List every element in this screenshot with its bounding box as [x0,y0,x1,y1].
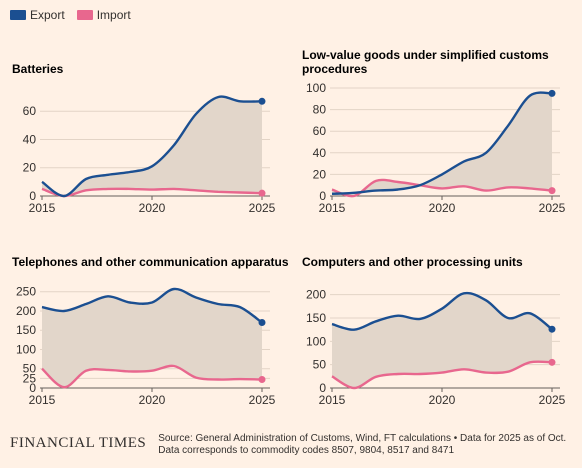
y-tick-label-50: 50 [23,362,37,376]
chart-panel-low-value-goods: 0 20 40 60 80 100 2015 2020 2025 [306,81,566,215]
line-import [41,364,263,389]
x-tick-label-2020: 2020 [429,393,456,407]
line-import [331,178,553,198]
point-import-last [548,358,556,366]
legend-item-import: Import [76,8,131,22]
point-export-last [548,89,556,97]
y-tick-label-60: 60 [23,104,37,118]
point-export-last [258,97,266,105]
line-import [41,187,263,198]
y-tick-label-60: 60 [313,124,327,138]
point-import-last [548,187,556,195]
y-tick-label-100: 100 [306,81,326,95]
legend-swatch-export [10,10,26,20]
point-export-last [548,325,556,333]
y-tick-label-0: 0 [29,189,36,203]
source-note: Source: General Administration of Custom… [158,433,567,456]
point-import-last [258,376,266,384]
x-tick-label-2015: 2015 [29,201,56,215]
legend-item-export: Export [10,8,65,22]
y-tick-label-150: 150 [306,311,326,325]
chart-title-low-value-goods: Low-value goods under simplified customs… [302,48,549,76]
area-between-series [332,92,552,197]
legend-label-import: Import [96,8,131,22]
legend-label-export: Export [30,8,65,22]
y-tick-label-50: 50 [313,358,327,372]
chart-title-batteries: Batteries [12,62,64,76]
y-tick-label-200: 200 [306,288,326,302]
y-tick-label-100: 100 [16,342,36,356]
x-tick-label-2015: 2015 [319,393,346,407]
y-tick-label-20: 20 [23,161,37,175]
legend-swatch-import [76,10,93,20]
chart-panel-computers: 0 50 100 150 200 2015 2020 2025 [306,288,566,407]
y-tick-label-40: 40 [23,132,37,146]
x-tick-label-2015: 2015 [319,201,346,215]
y-tick-label-0: 0 [29,381,36,395]
x-tick-label-2025: 2025 [539,393,566,407]
chart-panel-batteries: 0 20 40 60 2015 2020 2025 [23,95,276,215]
area-between-series [42,96,262,197]
chart-title-telephones: Telephones and other communication appar… [12,255,289,269]
y-tick-label-40: 40 [313,146,327,160]
y-tick-label-25: 25 [23,371,37,385]
x-tick-label-2025: 2025 [249,201,276,215]
line-export [331,291,553,331]
point-export-last [258,319,266,327]
legend: Export Import [10,8,131,22]
y-tick-label-80: 80 [313,103,327,117]
x-tick-label-2025: 2025 [539,201,566,215]
x-tick-label-2025: 2025 [249,393,276,407]
y-tick-label-0: 0 [319,381,326,395]
area-between-series [332,293,552,389]
ft-logo: FINANCIAL TIMES [10,435,147,451]
line-import [331,360,553,390]
y-tick-label-20: 20 [313,167,327,181]
x-tick-label-2020: 2020 [429,201,456,215]
line-export [331,91,553,195]
x-tick-label-2015: 2015 [29,393,56,407]
x-tick-label-2020: 2020 [139,201,166,215]
area-between-series [42,288,262,388]
y-tick-label-200: 200 [16,304,36,318]
chart-title-computers: Computers and other processing units [302,255,523,269]
y-tick-label-0: 0 [319,189,326,203]
y-tick-label-250: 250 [16,285,36,299]
y-tick-label-100: 100 [306,334,326,348]
x-tick-label-2020: 2020 [139,393,166,407]
footer: FINANCIAL TIMES Source: General Administ… [10,433,575,457]
line-export [41,95,263,198]
line-export [41,287,263,324]
point-import-last [258,189,266,197]
y-tick-label-150: 150 [16,323,36,337]
